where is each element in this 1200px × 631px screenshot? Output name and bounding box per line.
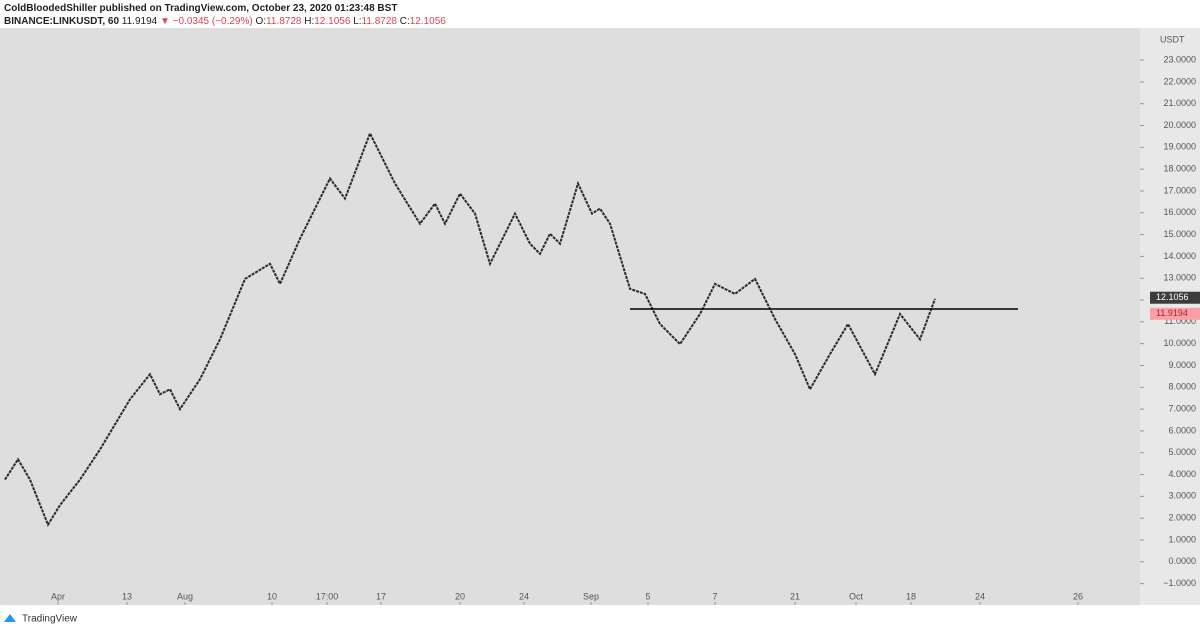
y-tick-label: 12.0000 (1163, 294, 1196, 304)
x-tick-label: 24 (975, 591, 985, 601)
ohlc: O:11.8728 H:12.1056 L:11.8728 C:12.1056 (256, 16, 446, 27)
y-tick-label: −1.0000 (1163, 578, 1196, 588)
x-tick-label: 24 (519, 591, 529, 601)
x-tick-label: 17:00 (316, 591, 339, 601)
ohlc-label: O: (255, 16, 267, 27)
y-tick-label: 22.0000 (1163, 76, 1196, 86)
price-line (4, 130, 936, 527)
symbol: BINANCE:LINKUSDT, 60 (4, 16, 120, 27)
y-tick-label: 16.0000 (1163, 207, 1196, 217)
price-tag-label: 11.9194 (1156, 308, 1188, 318)
y-tick-label: 4.0000 (1168, 469, 1196, 479)
y-tick-label: 17.0000 (1163, 185, 1196, 195)
y-tick-label: 23.0000 (1163, 54, 1196, 64)
y-tick-label: 1.0000 (1168, 534, 1196, 544)
publisher: ColdBloodedShiller published on TradingV… (4, 3, 398, 14)
y-tick-label: 21.0000 (1163, 98, 1196, 108)
ohlc-value: 11.8728 (266, 16, 302, 27)
x-tick-label: Aug (177, 591, 193, 601)
x-tick-label: 18 (906, 591, 916, 601)
logo (4, 614, 16, 622)
ohlc-value: 12.1056 (314, 16, 351, 27)
x-tick-label: 13 (122, 591, 132, 601)
x-tick-label: 26 (1073, 591, 1083, 601)
y-tick-label: 8.0000 (1168, 382, 1196, 392)
brand: TradingView (22, 614, 78, 625)
y-tick-label: 13.0000 (1163, 273, 1196, 283)
x-tick-label: Apr (51, 591, 65, 601)
y-tick-label: 14.0000 (1163, 251, 1196, 261)
ohlc-value: 12.1056 (409, 16, 446, 27)
x-tick-label: 20 (455, 591, 465, 601)
y-tick-label: 3.0000 (1168, 491, 1196, 501)
x-tick-label: 10 (267, 591, 277, 601)
y-tick-label: 19.0000 (1163, 142, 1196, 152)
axis-background (1140, 28, 1200, 605)
ohlc-label: L: (353, 16, 362, 27)
x-tick-label: 21 (790, 591, 800, 601)
y-tick-label: 18.0000 (1163, 164, 1196, 174)
y-tick-label: 11.0000 (1164, 316, 1196, 326)
x-tick-label: Oct (849, 591, 864, 601)
x-tick-label: Sep (583, 591, 599, 601)
y-tick-label: 9.0000 (1168, 360, 1196, 370)
ohlc-value: 11.8728 (361, 16, 397, 27)
y-tick-label: 2.0000 (1168, 513, 1196, 523)
y-tick-label: 20.0000 (1163, 120, 1196, 130)
change: ▼ −0.0345 (−0.29%) (159, 16, 253, 27)
ohlc-label: C: (399, 16, 410, 27)
ohlc-label: H: (304, 16, 315, 27)
plot-background (0, 28, 1140, 605)
y-tick-label: 15.0000 (1163, 229, 1196, 239)
price-tag (1150, 291, 1200, 304)
x-tick-label: 7 (712, 591, 717, 601)
y-tick-label: 5.0000 (1168, 447, 1196, 457)
y-tick-label: 10.0000 (1163, 338, 1196, 348)
last-price: 11.9194 (121, 16, 158, 27)
y-tick-label: 6.0000 (1168, 425, 1196, 435)
y-tick-label: 7.0000 (1168, 403, 1196, 413)
price-tag (1150, 307, 1200, 320)
header: ColdBloodedShiller published on TradingV… (4, 2, 446, 28)
symbol-line: BINANCE:LINKUSDT, 60 11.9194 ▼ −0.0345 (… (4, 15, 446, 28)
x-tick-label: 5 (645, 591, 650, 601)
x-tick-label: 17 (376, 591, 386, 601)
price-tag-label: 12.1056 (1156, 292, 1189, 302)
axis-unit: USDT (1160, 34, 1185, 44)
y-tick-label: 0.0000 (1168, 556, 1196, 566)
